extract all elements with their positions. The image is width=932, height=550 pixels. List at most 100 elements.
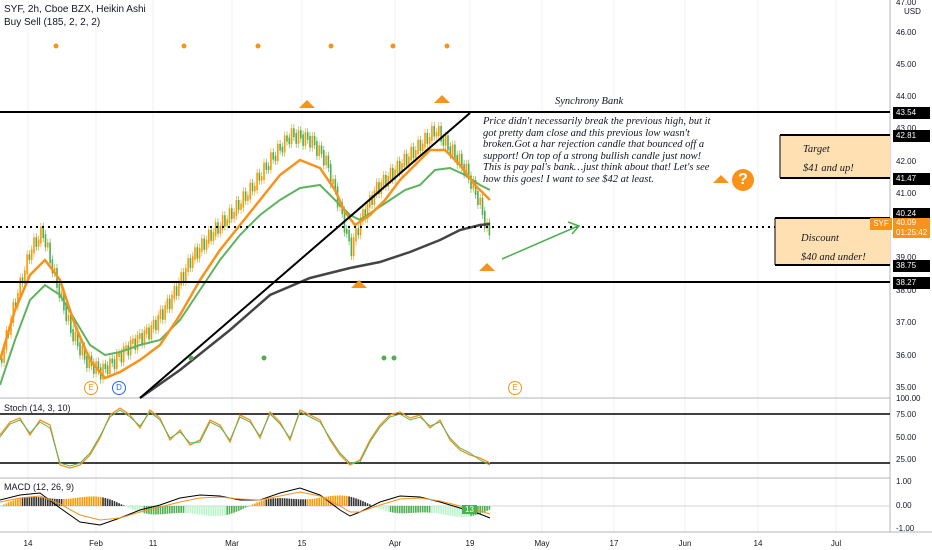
heikin-ashi-candles (1, 121, 491, 384)
macd-bar (297, 499, 300, 506)
discount-title: Discount (801, 233, 839, 244)
macd-bar (401, 506, 403, 514)
candle-body (74, 331, 77, 342)
macd-bar (486, 506, 488, 511)
candle-body (470, 175, 472, 189)
candle-body (419, 139, 422, 152)
arrow-head-icon (567, 221, 581, 235)
earnings-icon[interactable]: E (84, 381, 98, 395)
macd-bar (435, 506, 438, 514)
candle-body (435, 132, 438, 137)
price-tick: 37.00 (896, 318, 917, 327)
macd-bar (279, 498, 281, 506)
indicator-legend[interactable]: Buy Sell (185, 2, 2, 2) (4, 17, 101, 28)
candle-body (125, 345, 127, 351)
macd-bar (318, 497, 320, 506)
time-tick: Jul (830, 539, 842, 548)
price-tick: 35.00 (896, 383, 917, 392)
chart-symbol-legend[interactable]: SYF, 2h, Cboe BZX, Heikin Ashi (4, 4, 146, 15)
time-tick: May (534, 539, 550, 548)
macd-bar (26, 497, 28, 506)
macd-bar (152, 506, 155, 515)
candle-body (401, 163, 403, 173)
candle-body (272, 152, 274, 160)
earnings-icon[interactable]: E (508, 381, 522, 395)
ma-gray-line (139, 222, 491, 400)
candle-body (219, 225, 222, 234)
macd-bar (24, 497, 26, 506)
candle-body (431, 125, 433, 142)
macd-bar (364, 502, 366, 506)
macd-bar (3, 504, 5, 506)
candle-body (302, 134, 304, 146)
macd-bar (288, 498, 291, 506)
macd-bar (171, 506, 173, 514)
candle-body (113, 359, 116, 369)
candle-body (256, 172, 258, 191)
candle-body (281, 146, 284, 153)
stoch-title[interactable]: Stoch (14, 3, 10) (4, 403, 71, 413)
commentary-note[interactable]: Price didn't necessarily break the previ… (483, 116, 711, 185)
candle-body (279, 143, 281, 151)
candle-body (267, 165, 270, 170)
macd-bar (159, 506, 162, 515)
candle-body (180, 272, 182, 286)
candle-body (389, 167, 392, 180)
macd-bar (127, 506, 130, 508)
macd-bar (196, 506, 199, 515)
price-tick: 39.00 (896, 253, 917, 262)
macd-bar (403, 506, 406, 514)
triangle-up-icon (351, 280, 367, 288)
macd-bar (479, 506, 481, 514)
macd-bar (433, 506, 435, 514)
macd-bar (316, 498, 318, 506)
macd-bar (300, 499, 302, 506)
price-tick: 43.00 (896, 124, 917, 133)
macd-bar (247, 506, 249, 507)
candle-body (79, 342, 81, 356)
candle-body (51, 259, 54, 274)
macd-bar (44, 497, 47, 506)
candle-body (428, 137, 431, 144)
dividend-icon[interactable]: D (112, 381, 126, 395)
macd-bar (302, 499, 304, 506)
candle-body (396, 160, 399, 174)
candle-body (385, 174, 387, 187)
candle-body (86, 355, 88, 369)
macd-title[interactable]: MACD (12, 26, 9) (4, 482, 75, 492)
macd-bar (323, 497, 325, 506)
macd-bar (488, 506, 491, 510)
candle-body (19, 277, 21, 297)
candle-body (417, 139, 419, 155)
question-icon[interactable]: ? (732, 169, 754, 191)
macd-bar (424, 506, 426, 513)
macd-bar (447, 506, 449, 516)
macd-bar (334, 495, 337, 506)
macd-bar (484, 506, 486, 512)
candle-body (449, 146, 452, 156)
macd-bar (451, 506, 454, 517)
macd-bar (155, 506, 157, 515)
macd-bar (182, 506, 185, 513)
candle-body (97, 361, 100, 372)
macd-bar (150, 506, 153, 515)
projection-arrow (501, 225, 579, 260)
candle-body (166, 298, 169, 310)
candle-body (254, 186, 256, 192)
macd-bar (76, 497, 79, 506)
macd-bar (67, 498, 70, 506)
macd-bar (428, 506, 431, 513)
bank-label[interactable]: Synchrony Bank (555, 96, 624, 107)
macd-bar (440, 506, 442, 515)
macd-bar (201, 506, 203, 515)
candle-body (274, 155, 277, 162)
price-tick: 38.00 (896, 286, 917, 295)
macd-bar (449, 506, 452, 516)
candle-body (141, 333, 143, 345)
candle-body (415, 150, 417, 159)
macd-bar (256, 502, 258, 506)
candle-body (49, 242, 51, 264)
symbol-tag: SYF (870, 218, 892, 230)
candle-body (426, 132, 429, 144)
